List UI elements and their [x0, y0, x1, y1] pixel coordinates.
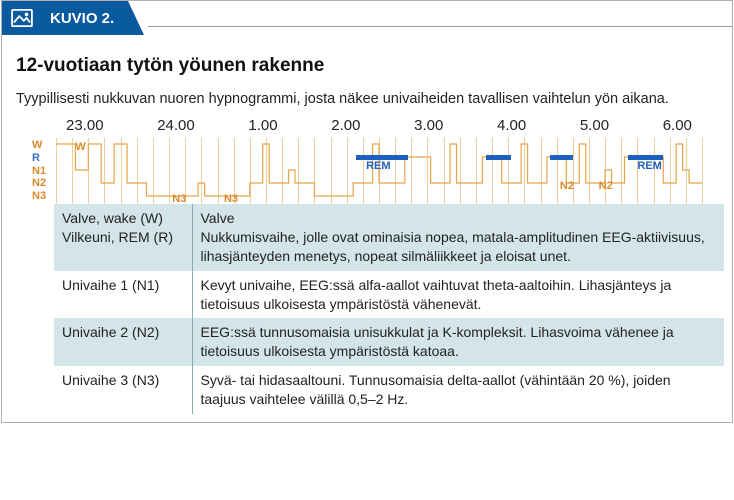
chart-area: WRN1N2N3 WN3N3REMN2N2REM	[32, 138, 702, 204]
gridline	[670, 138, 671, 204]
gridline	[266, 138, 267, 204]
hypnogram-chart: 23.0024.001.002.003.004.005.006.00 WRN1N…	[32, 117, 702, 204]
gridline	[298, 138, 299, 204]
definition-term: Valve, wake (W)Vilkeuni, REM (R)	[54, 204, 192, 271]
gridline	[121, 138, 122, 204]
figure-content: 12-vuotiaan tytön yöunen rakenne Tyypill…	[2, 35, 732, 422]
rem-annotation: REM	[366, 160, 390, 172]
table-row: Univaihe 1 (N1)Kevyt univaihe, EEG:ssä a…	[54, 271, 724, 319]
gridline	[492, 138, 493, 204]
figure-label: KUVIO 2.	[42, 1, 128, 35]
gridline	[589, 138, 590, 204]
time-label: 5.00	[580, 117, 609, 134]
rem-bar	[550, 155, 573, 160]
figure-label-text: KUVIO 2.	[50, 10, 114, 27]
time-axis: 23.00 24.00 1.00 2.00 3.00 4.00 5.00 6.00	[32, 117, 702, 138]
figure-subtitle: Tyypillisesti nukkuvan nuoren hypnogramm…	[16, 91, 718, 107]
gridline	[72, 138, 73, 204]
gridline	[686, 138, 687, 204]
time-label: 2.00	[331, 117, 360, 134]
plot-area: W N3 N3 REM N2 N2 REM	[56, 138, 702, 204]
gridline	[282, 138, 283, 204]
stage-label: N1	[32, 166, 56, 177]
gridline	[621, 138, 622, 204]
definition-term: Univaihe 1 (N1)	[54, 271, 192, 319]
definition-desc: Kevyt univaihe, EEG:ssä alfa-aallot vaih…	[192, 271, 724, 319]
gridline	[557, 138, 558, 204]
gridline	[347, 138, 348, 204]
gridline	[524, 138, 525, 204]
figure-header: KUVIO 2.	[2, 1, 732, 35]
gridline	[605, 138, 606, 204]
stage-annotation: W	[75, 141, 85, 153]
stage-label: R	[32, 153, 56, 164]
time-label: 24.00	[157, 117, 195, 134]
rem-bar	[486, 155, 512, 160]
rem-annotation: REM	[637, 160, 661, 172]
table-row: Valve, wake (W)Vilkeuni, REM (R)ValveNuk…	[54, 204, 724, 271]
gridline	[153, 138, 154, 204]
gridline	[427, 138, 428, 204]
definition-term: Univaihe 3 (N3)	[54, 366, 192, 414]
gridline	[201, 138, 202, 204]
gridline	[460, 138, 461, 204]
gridline	[56, 138, 57, 204]
gridline	[573, 138, 574, 204]
gridline	[395, 138, 396, 204]
gridline	[702, 138, 703, 204]
time-label: 4.00	[497, 117, 526, 134]
gridline	[218, 138, 219, 204]
stage-annotation: N3	[224, 193, 238, 205]
definitions-table: Valve, wake (W)Vilkeuni, REM (R)ValveNuk…	[54, 204, 724, 414]
gridline	[88, 138, 89, 204]
definition-desc: ValveNukkumisvaihe, jolle ovat ominaisia…	[192, 204, 724, 271]
figure-frame: KUVIO 2. 12-vuotiaan tytön yöunen rakenn…	[1, 0, 733, 423]
figure-title: 12-vuotiaan tytön yöunen rakenne	[16, 55, 718, 77]
gridline	[104, 138, 105, 204]
gridline	[476, 138, 477, 204]
stage-annotation: N3	[172, 193, 186, 205]
stage-label: N2	[32, 178, 56, 189]
time-label: 6.00	[663, 117, 692, 134]
definition-term: Univaihe 2 (N2)	[54, 318, 192, 366]
stage-label: N3	[32, 191, 56, 202]
image-icon	[2, 1, 42, 35]
gridline	[363, 138, 364, 204]
gridline	[250, 138, 251, 204]
definition-desc: EEG:ssä tunnusomaisia unisukkulat ja K-k…	[192, 318, 724, 366]
header-rule	[148, 10, 732, 27]
table-row: Univaihe 3 (N3)Syvä- tai hidasaaltouni. …	[54, 366, 724, 414]
time-label: 3.00	[414, 117, 443, 134]
gridline	[314, 138, 315, 204]
gridline	[331, 138, 332, 204]
gridline	[541, 138, 542, 204]
gridline	[137, 138, 138, 204]
table-row: Univaihe 2 (N2)EEG:ssä tunnusomaisia uni…	[54, 318, 724, 366]
stage-annotation: N2	[560, 180, 574, 192]
stage-label: W	[32, 140, 56, 151]
stage-annotation: N2	[599, 180, 613, 192]
time-label: 1.00	[248, 117, 277, 134]
gridline	[508, 138, 509, 204]
stage-axis: WR N1N2 N3	[32, 138, 56, 204]
gridline	[169, 138, 170, 204]
gridline	[444, 138, 445, 204]
time-label: 23.00	[66, 117, 104, 134]
definition-desc: Syvä- tai hidasaaltouni. Tunnusomaisia d…	[192, 366, 724, 414]
gridline	[411, 138, 412, 204]
